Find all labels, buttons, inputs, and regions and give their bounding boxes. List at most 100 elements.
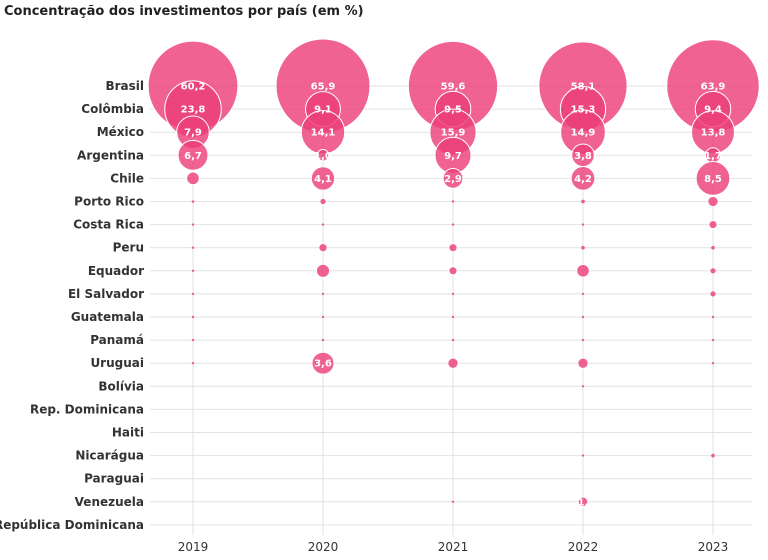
- bubble-2021-equador: [448, 266, 458, 276]
- bubble-2022-bolivia: [581, 385, 585, 388]
- value-label-2020-chile: 4,1: [314, 174, 332, 185]
- bubble-2020-equador: [315, 263, 331, 278]
- value-label-2021-colombia: 9,5: [444, 105, 462, 116]
- bubble-2020-argentina: [316, 149, 330, 162]
- bubble-2019-chile: [186, 171, 200, 186]
- value-label-2023-chile: 8,5: [704, 174, 722, 185]
- bubble-2019-uruguai: [191, 362, 195, 365]
- value-label-2020-mexico: 14,1: [311, 128, 336, 139]
- bubble-2019-panama: [191, 338, 195, 342]
- bubble-2022-panama: [581, 338, 585, 342]
- bubble-2020-chile: [310, 166, 336, 191]
- bubble-2021-el-salvador: [451, 292, 455, 296]
- row-label-uruguai: Uruguai: [90, 356, 144, 370]
- value-label-2022-colombia: 15,3: [571, 105, 596, 116]
- value-label-2022-brasil: 58,1: [571, 82, 596, 93]
- year-label-2021: 2021: [438, 540, 469, 554]
- bubble-2023-guatemala: [711, 315, 715, 319]
- row-label-equador: Equador: [88, 264, 144, 278]
- bubble-2023-uruguai: [711, 362, 715, 365]
- bubble-2023-equador: [710, 268, 716, 274]
- bubble-2023-panama: [711, 338, 715, 342]
- value-label-2023-argentina: 1,7: [704, 151, 722, 162]
- row-label-paraguai: Paraguai: [84, 472, 144, 486]
- bubble-2021-panama: [451, 338, 455, 342]
- row-label-colombia: Colômbia: [81, 102, 144, 116]
- value-label-2022-venezuela: 1,: [578, 497, 589, 508]
- bubble-2020-peru: [319, 244, 327, 252]
- value-label-2020-colombia: 9,1: [314, 105, 332, 116]
- bubble-2023-chile: [695, 161, 731, 196]
- bubble-2020-guatemala: [321, 315, 325, 319]
- bubble-2019-peru: [191, 246, 195, 249]
- bubble-2021-costa-rica: [451, 223, 455, 226]
- row-label-guatemala: Guatemala: [71, 310, 144, 324]
- bubble-2022-guatemala: [581, 315, 585, 319]
- value-label-2020-argentina: 1,0: [314, 151, 332, 162]
- row-label-venezuela: Venezuela: [75, 495, 144, 509]
- value-label-2020-brasil: 65,9: [311, 82, 336, 93]
- bubble-2022-uruguai: [577, 357, 589, 369]
- value-label-2023-brasil: 63,9: [701, 82, 726, 93]
- bubble-2022-nicaragua: [581, 454, 585, 457]
- value-label-2023-colombia: 9,4: [704, 105, 722, 116]
- value-label-2019-colombia: 23,8: [181, 105, 206, 116]
- bubble-2023-costa-rica: [708, 220, 718, 230]
- bubble-2020-panama: [321, 338, 325, 342]
- bubble-2023-nicaragua: [711, 453, 715, 458]
- bubble-2021-venezuela: [451, 500, 455, 503]
- bubble-2022-equador: [576, 263, 590, 278]
- row-label-chile: Chile: [110, 171, 144, 185]
- bubble-2019-costa-rica: [191, 223, 195, 226]
- value-label-2020-uruguai: 3,6: [314, 359, 332, 370]
- value-label-2019-argentina: 6,7: [184, 151, 202, 162]
- bubble-2022-venezuela: [577, 496, 589, 508]
- bubble-2023-el-salvador: [710, 291, 716, 297]
- row-label-porto-rico: Porto Rico: [74, 195, 144, 209]
- bubble-2021-porto-rico: [451, 200, 455, 203]
- bubble-2019-el-salvador: [191, 292, 195, 296]
- row-label-republica-dominicana: República Dominicana: [0, 518, 144, 532]
- bubble-2019-argentina: [177, 139, 209, 171]
- bubble-layer: [147, 38, 760, 508]
- chart-title: Concentração dos investimentos por país …: [4, 4, 364, 19]
- bubble-2023-peru: [711, 245, 715, 250]
- label-layer: Brasil Colômbia México Argentina Chile Porto …: [0, 79, 728, 554]
- bubble-2020-porto-rico: [320, 198, 326, 205]
- row-label-el-salvador: El Salvador: [68, 287, 144, 301]
- value-label-2019-mexico: 7,9: [184, 128, 202, 139]
- row-label-argentina: Argentina: [77, 148, 144, 162]
- bubble-2020-el-salvador: [321, 292, 325, 296]
- value-label-2022-argentina: 3,8: [574, 151, 592, 162]
- bubble-2022-porto-rico: [581, 199, 585, 204]
- row-label-nicaragua: Nicarágua: [75, 449, 144, 463]
- year-label-2020: 2020: [308, 540, 339, 554]
- row-label-rep-dominicana: Rep. Dominicana: [30, 402, 144, 416]
- row-label-brasil: Brasil: [105, 79, 144, 93]
- bubble-2020-uruguai: [311, 351, 335, 375]
- row-label-panama: Panamá: [90, 333, 144, 347]
- bubble-2021-uruguai: [447, 357, 459, 369]
- bubble-2023-porto-rico: [707, 195, 719, 208]
- bubble-2022-peru: [581, 245, 585, 250]
- year-label-2019: 2019: [178, 540, 209, 554]
- bubble-2022-el-salvador: [581, 292, 585, 296]
- year-label-2023: 2023: [698, 540, 729, 554]
- value-label-2022-chile: 4,2: [574, 174, 592, 185]
- value-label-2021-argentina: 9,7: [444, 151, 462, 162]
- bubble-2019-porto-rico: [191, 200, 195, 203]
- bubble-2021-guatemala: [451, 315, 455, 319]
- value-label-2022-mexico: 14,9: [571, 128, 596, 139]
- bubble-2019-guatemala: [191, 315, 195, 319]
- bubble-2020-costa-rica: [321, 223, 325, 226]
- value-label-2021-chile: 2,9: [444, 174, 462, 185]
- row-label-haiti: Haiti: [112, 426, 144, 440]
- value-label-2021-mexico: 15,9: [441, 128, 466, 139]
- row-label-peru: Peru: [113, 241, 144, 255]
- row-label-mexico: México: [97, 125, 144, 139]
- row-label-bolivia: Bolívia: [98, 379, 144, 393]
- value-label-2019-brasil: 60,2: [181, 82, 206, 93]
- row-label-costa-rica: Costa Rica: [73, 218, 144, 232]
- value-label-2021-brasil: 59,6: [441, 82, 466, 93]
